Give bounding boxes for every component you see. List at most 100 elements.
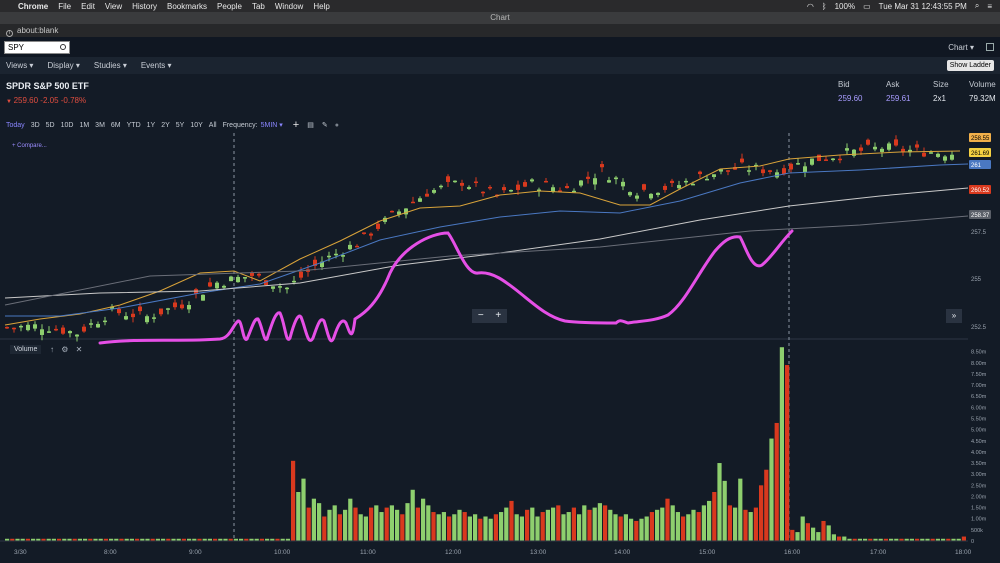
time-axis-label: 3/30: [14, 549, 27, 556]
scroll-to-end-button[interactable]: »: [946, 309, 962, 323]
compare-link[interactable]: + Compare...: [12, 143, 47, 149]
time-axis-label: 11:00: [360, 549, 376, 556]
wifi-icon[interactable]: ◠: [806, 1, 814, 11]
candle-body: [628, 192, 632, 196]
range-ytd[interactable]: YTD: [126, 121, 141, 129]
candle-body: [852, 149, 856, 156]
frequency-label: Frequency:: [222, 121, 258, 129]
candle-body: [19, 325, 23, 328]
studies-menu[interactable]: Studies ▾: [93, 61, 127, 70]
menu-view[interactable]: View: [104, 1, 123, 11]
volume-bar: [847, 538, 852, 541]
candle-body: [138, 306, 142, 312]
volume-bar: [415, 507, 420, 541]
candle-body: [376, 223, 380, 229]
volume-axis-label: 1.00m: [971, 517, 987, 523]
candle-body: [117, 308, 121, 314]
candle-body: [663, 185, 667, 190]
volume-bar: [493, 514, 498, 541]
menu-window[interactable]: Window: [274, 1, 304, 11]
crosshair-icon[interactable]: +: [292, 119, 300, 131]
symbol-input[interactable]: SPY: [4, 41, 70, 54]
security-name: SPDR S&P 500 ETF: [6, 81, 89, 91]
menu-people[interactable]: People: [217, 1, 242, 11]
nav-row: Views ▾ Display ▾ Studies ▾ Events ▾: [0, 57, 1000, 74]
volume-bar: [447, 516, 452, 541]
chart-menu-button[interactable]: Chart ▾: [948, 43, 974, 52]
candle-body: [768, 170, 772, 172]
search-icon[interactable]: ⌕: [974, 1, 980, 10]
candle-body: [166, 308, 170, 310]
gear-icon[interactable]: ⚙: [61, 345, 69, 354]
candle-body: [439, 185, 443, 188]
volume-bar: [114, 538, 119, 541]
range-5y[interactable]: 5Y: [175, 121, 185, 129]
range-all[interactable]: All: [208, 121, 217, 129]
address-bar[interactable]: i about:blank: [0, 24, 1000, 37]
candle-body: [705, 178, 709, 181]
range-10y[interactable]: 10Y: [190, 121, 203, 129]
clock[interactable]: Tue Mar 31 12:43:55 PM: [878, 1, 967, 11]
draw-pencil-icon[interactable]: ✎: [321, 122, 328, 129]
volume-bar: [181, 538, 186, 541]
candle-body: [719, 169, 723, 172]
battery-percent[interactable]: 100%: [834, 1, 856, 11]
menu-file[interactable]: File: [58, 1, 72, 11]
volume-bar: [499, 512, 504, 541]
volume-bar: [883, 538, 888, 541]
menu-edit[interactable]: Edit: [81, 1, 95, 11]
volume-bar: [608, 509, 613, 541]
search-icon[interactable]: [60, 44, 66, 50]
volume-bar: [743, 509, 748, 541]
menu-bookmarks[interactable]: Bookmarks: [167, 1, 208, 11]
range-1m[interactable]: 1M: [79, 121, 90, 129]
menu-tab[interactable]: Tab: [251, 1, 265, 11]
volume-bar: [592, 507, 597, 541]
popout-icon[interactable]: [986, 43, 994, 51]
range-10d[interactable]: 10D: [60, 121, 74, 129]
range-2y[interactable]: 2Y: [161, 121, 170, 129]
menu-help[interactable]: Help: [313, 1, 330, 11]
candle-body: [747, 170, 751, 172]
range-3m[interactable]: 3M: [95, 121, 105, 129]
range-today[interactable]: Today: [6, 121, 25, 129]
volume-bar: [25, 538, 30, 541]
chart-canvas[interactable]: 258.55 261.69 261 260.52 258.37 257.5 255 252.5…: [0, 133, 1000, 563]
zoom-control: − +: [472, 309, 507, 323]
display-menu[interactable]: Display ▾: [47, 61, 80, 70]
settings-circle-icon[interactable]: ●: [334, 121, 339, 129]
bluetooth-icon[interactable]: ᛒ: [821, 1, 827, 11]
range-1y[interactable]: 1Y: [146, 121, 156, 129]
range-5d[interactable]: 5D: [45, 121, 55, 129]
events-menu[interactable]: Events ▾: [140, 61, 172, 70]
range-6m[interactable]: 6M: [110, 121, 121, 129]
candle-body: [908, 149, 912, 153]
views-menu[interactable]: Views ▾: [6, 61, 34, 70]
comment-icon[interactable]: ▤: [307, 122, 314, 129]
close-icon[interactable]: ✕: [75, 345, 83, 354]
menu-app-name[interactable]: Chrome: [18, 1, 49, 11]
address-url[interactable]: about:blank: [17, 26, 59, 35]
range-3d[interactable]: 3D: [30, 121, 40, 129]
down-arrow-icon: ▼: [6, 99, 14, 105]
volume-bar: [296, 492, 301, 541]
candle-body: [530, 179, 534, 182]
arrow-up-icon[interactable]: ↑: [50, 345, 54, 354]
info-icon[interactable]: i: [6, 30, 13, 37]
zoom-out-button[interactable]: −: [477, 310, 484, 321]
menu-history[interactable]: History: [132, 1, 158, 11]
volume-bar: [98, 538, 103, 541]
volume-bar: [358, 514, 363, 541]
price-axis-label: 261: [971, 163, 982, 169]
frequency-select[interactable]: 5MIN ▾: [260, 122, 283, 129]
candle-body: [460, 182, 464, 186]
volume-bar: [759, 485, 764, 541]
volume-bar: [161, 538, 166, 541]
battery-icon[interactable]: ▭: [863, 1, 871, 11]
candle-body: [327, 255, 331, 258]
zoom-in-button[interactable]: +: [495, 310, 502, 321]
control-center-icon[interactable]: ≡: [987, 1, 992, 11]
volume-bar: [597, 503, 602, 541]
show-ladder-button[interactable]: Show Ladder: [946, 60, 994, 71]
candle-body: [817, 154, 821, 161]
